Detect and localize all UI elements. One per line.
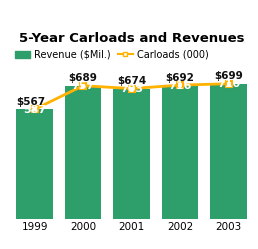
Bar <box>211 84 247 219</box>
Text: $567: $567 <box>16 97 45 107</box>
Text: 703: 703 <box>120 84 143 94</box>
Text: 710: 710 <box>217 79 240 89</box>
Text: 587: 587 <box>23 105 46 115</box>
Text: $689: $689 <box>69 73 98 83</box>
Title: 5-Year Carloads and Revenues: 5-Year Carloads and Revenues <box>19 32 244 45</box>
Text: $699: $699 <box>214 71 243 81</box>
Bar <box>114 89 150 219</box>
Legend: Revenue ($Mil.), Carloads (000): Revenue ($Mil.), Carloads (000) <box>15 50 208 60</box>
Text: $674: $674 <box>117 76 146 86</box>
Text: 716: 716 <box>168 80 192 91</box>
Bar <box>162 85 198 219</box>
Bar <box>17 109 53 219</box>
Text: 757: 757 <box>71 81 95 91</box>
Text: $692: $692 <box>166 73 195 83</box>
Bar <box>65 86 101 219</box>
